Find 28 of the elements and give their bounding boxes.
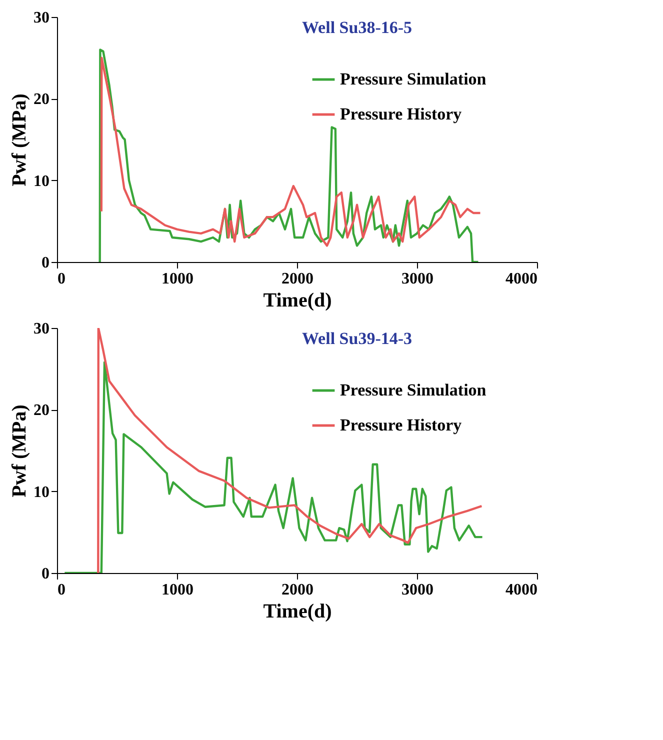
y-tick-label: 0 — [42, 254, 50, 272]
x-tick-label: 2000 — [282, 270, 314, 288]
legend-label: Pressure History — [340, 416, 462, 434]
x-tick-label: 1000 — [162, 270, 194, 288]
x-tick-label: 2000 — [282, 582, 314, 598]
y-tick-label: 30 — [34, 320, 50, 338]
x-tick-label: 4000 — [506, 270, 538, 288]
x-tick-label: 3000 — [402, 270, 434, 288]
legend-label: Pressure History — [340, 104, 462, 124]
x-tick-label: 3000 — [402, 582, 434, 598]
y-tick-label: 10 — [34, 172, 50, 190]
chart-title: Well Su38-16-5 — [302, 18, 412, 37]
y-axis-title: Pwf (MPa) — [8, 404, 30, 498]
x-tick-label: 4000 — [506, 582, 538, 598]
x-tick-label: 0 — [58, 270, 66, 288]
y-axis-title: Pwf (MPa) — [8, 94, 30, 186]
legend-label: Pressure Simulation — [340, 380, 487, 400]
y-tick-label: 30 — [34, 10, 50, 26]
y-tick-label: 10 — [34, 484, 50, 501]
x-tick-label: 0 — [58, 582, 66, 598]
chart-title: Well Su39-14-3 — [302, 329, 412, 348]
y-tick-label: 20 — [34, 91, 50, 108]
x-axis-title: Time(d) — [263, 290, 332, 312]
x-axis-title: Time(d) — [263, 600, 332, 622]
x-tick-label: 1000 — [162, 582, 194, 598]
y-tick-label: 20 — [34, 402, 50, 420]
legend-label: Pressure Simulation — [340, 70, 487, 88]
y-tick-label: 0 — [42, 566, 50, 582]
